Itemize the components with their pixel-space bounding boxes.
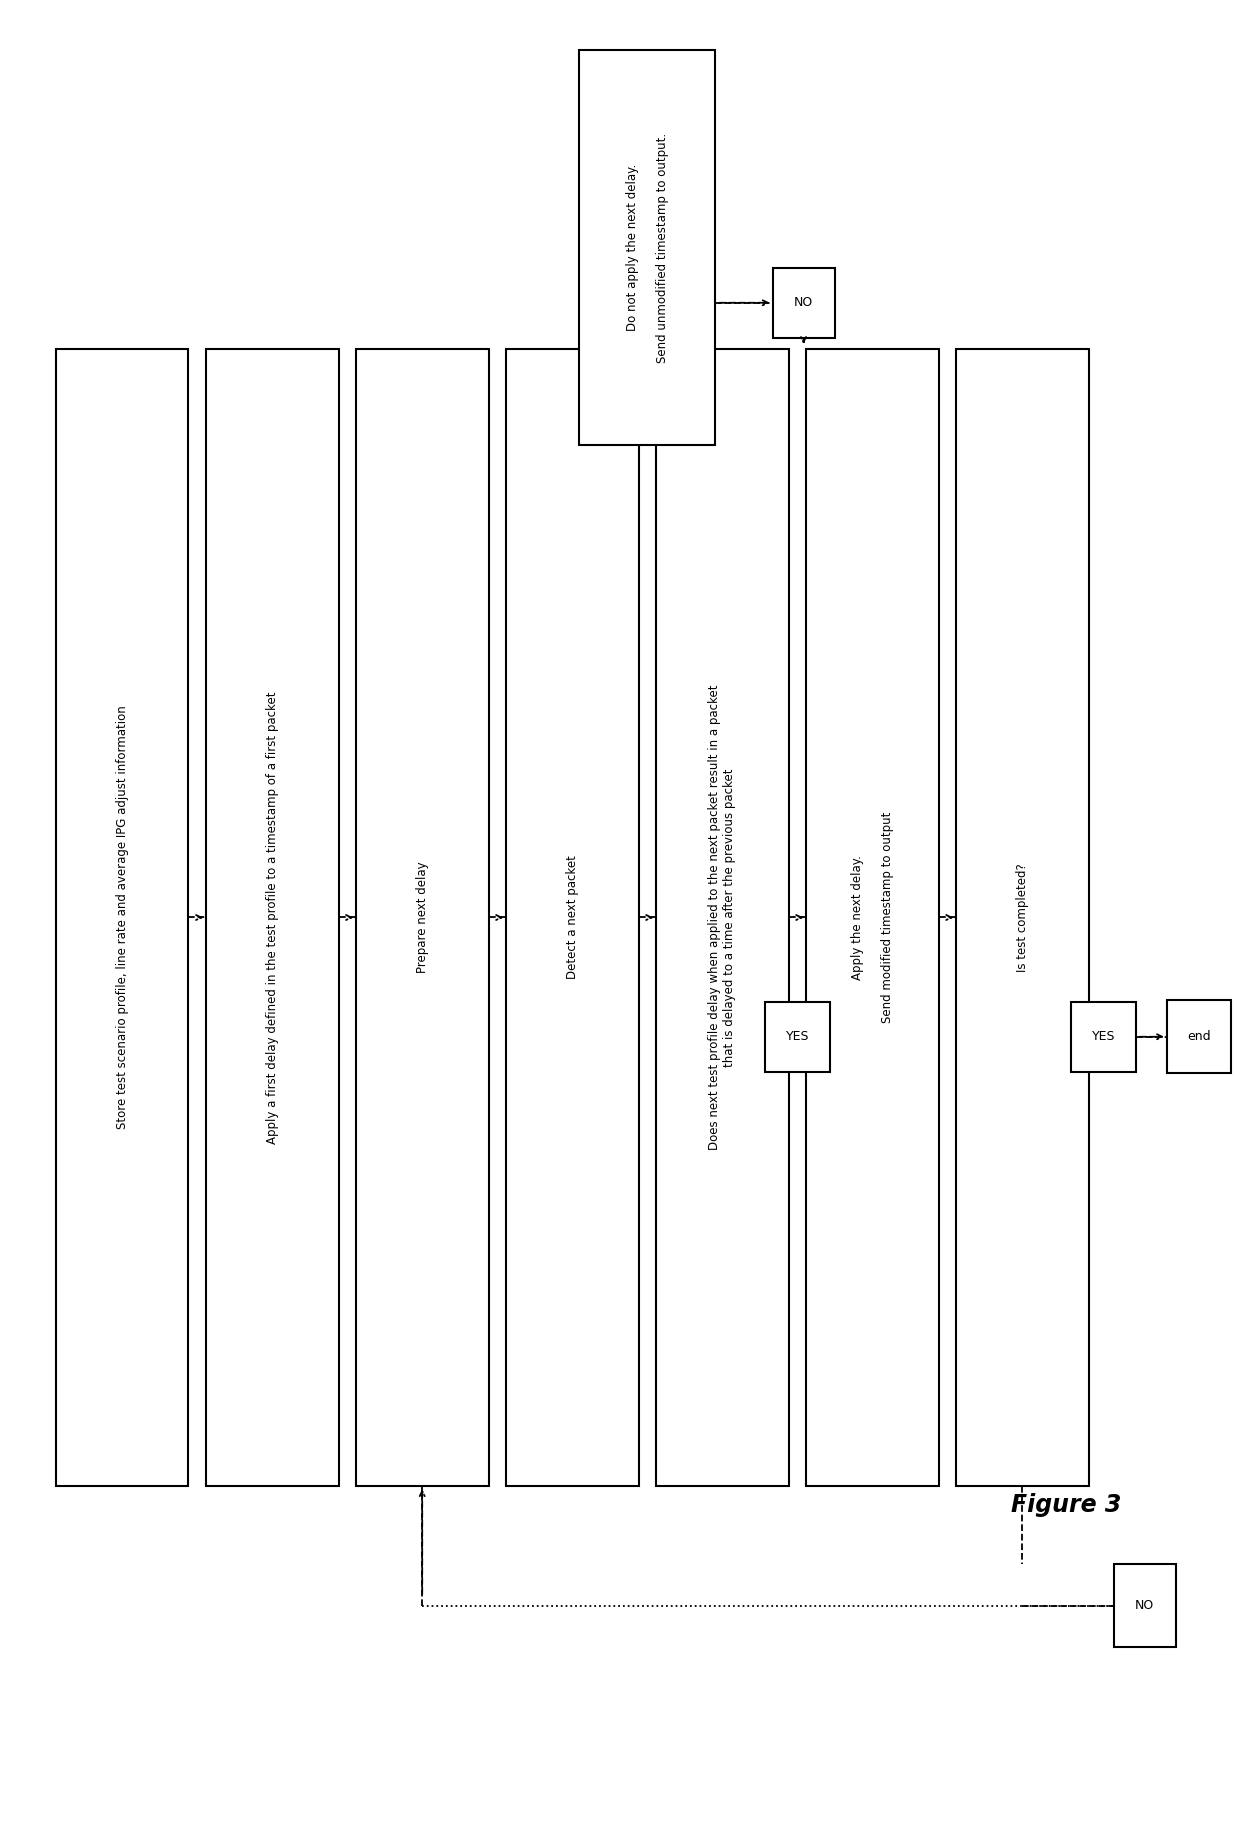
Text: NO: NO xyxy=(1135,1598,1154,1613)
Text: Store test scenario profile, line rate and average IPG adjust information: Store test scenario profile, line rate a… xyxy=(115,706,129,1129)
Text: end: end xyxy=(1187,1029,1211,1044)
Bar xyxy=(956,349,1089,1486)
Bar xyxy=(206,349,339,1486)
Text: YES: YES xyxy=(786,1029,808,1044)
Text: Prepare next delay: Prepare next delay xyxy=(415,862,429,973)
Text: Does next test profile delay when applied to the next packet result in a packet
: Does next test profile delay when applie… xyxy=(708,684,737,1151)
Bar xyxy=(773,268,835,338)
Bar xyxy=(806,349,939,1486)
Text: NO: NO xyxy=(794,295,813,310)
Bar xyxy=(765,1002,830,1072)
Text: Detect a next packet: Detect a next packet xyxy=(565,855,579,980)
Bar xyxy=(356,349,489,1486)
Text: Figure 3: Figure 3 xyxy=(1011,1492,1122,1518)
Text: Is test completed?: Is test completed? xyxy=(1016,862,1029,973)
Bar xyxy=(1114,1563,1176,1648)
Bar xyxy=(506,349,639,1486)
Text: Apply a first delay defined in the test profile to a timestamp of a first packet: Apply a first delay defined in the test … xyxy=(265,692,279,1143)
Bar xyxy=(579,51,715,446)
Text: Do not apply the next delay.

Send unmodified timestamp to output.: Do not apply the next delay. Send unmodi… xyxy=(626,132,668,363)
Text: YES: YES xyxy=(1092,1029,1115,1044)
Bar xyxy=(1071,1002,1136,1072)
Text: Apply the next delay.

Send modified timestamp to output: Apply the next delay. Send modified time… xyxy=(851,811,894,1024)
Bar xyxy=(56,349,188,1486)
Bar xyxy=(656,349,789,1486)
Bar xyxy=(1167,1000,1231,1073)
